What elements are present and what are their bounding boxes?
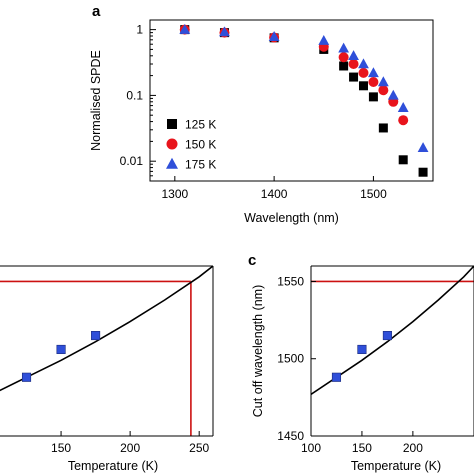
- y-tick-label: 0.1: [126, 88, 143, 102]
- panel-b-temperature-chart: 150 200 250 Temperature (K): [0, 265, 214, 473]
- legend-label: 175 K: [185, 158, 216, 172]
- y-tick-label: 0.01: [120, 154, 144, 168]
- data-point: [358, 67, 369, 78]
- data-point: [21, 372, 32, 382]
- legend-marker: [166, 157, 178, 169]
- data-point: [348, 59, 359, 70]
- data-point: [378, 123, 388, 133]
- data-point: [348, 50, 359, 61]
- data-point: [397, 102, 409, 112]
- fit-curve: [0, 266, 213, 392]
- data-point: [368, 92, 378, 102]
- x-tick-label: 150: [352, 441, 372, 455]
- data-point: [368, 67, 379, 78]
- panel-label-c: c: [248, 252, 256, 269]
- legend-label: 150 K: [185, 138, 216, 152]
- data-point: [382, 330, 392, 341]
- x-tick-label: 200: [120, 441, 140, 455]
- x-axis-label: Temperature (K): [351, 459, 441, 473]
- y-axis-label: Normalised SPDE: [89, 50, 103, 151]
- data-point: [357, 344, 367, 355]
- plot-frame: [149, 19, 434, 182]
- data-point: [91, 330, 101, 341]
- data-point: [338, 52, 349, 63]
- data-point: [338, 42, 350, 53]
- data-point: [387, 89, 399, 100]
- x-axis-label: Temperature (K): [68, 459, 158, 473]
- data-point: [378, 85, 389, 96]
- x-axis-label: Wavelength (nm): [244, 211, 339, 225]
- data-point: [268, 31, 280, 41]
- data-point: [398, 155, 408, 165]
- x-tick-label: 100: [301, 441, 321, 455]
- data-point: [219, 26, 230, 37]
- data-point: [349, 72, 359, 82]
- x-tick-label: 250: [189, 441, 209, 455]
- data-point: [417, 142, 429, 153]
- data-point: [368, 76, 379, 87]
- y-axis-label: Cut off wavelength (nm): [251, 285, 265, 417]
- panel-c-cutoff-chart: 100 150 200 1450 1500 1550 Temperature (K) Cut …: [251, 265, 474, 473]
- data-point: [339, 61, 349, 71]
- data-point: [318, 34, 330, 45]
- y-tick-label: 1550: [277, 274, 304, 288]
- data-point: [179, 23, 191, 34]
- legend-label: 125 K: [185, 118, 216, 132]
- legend-marker: [167, 119, 177, 129]
- data-point: [358, 81, 368, 91]
- data-point: [418, 167, 428, 177]
- x-tick-label: 1400: [261, 187, 288, 201]
- data-point: [398, 115, 409, 126]
- panel-a-spde-chart: 1300 1400 1500 1 0.1 0.01 Wavelength (nm) Norma…: [89, 19, 434, 225]
- data-point: [56, 344, 66, 355]
- y-tick-label: 1: [136, 23, 143, 37]
- y-tick-label: 1500: [277, 352, 304, 366]
- x-tick-label: 200: [403, 441, 423, 455]
- legend-marker: [166, 138, 178, 150]
- x-tick-label: 1300: [161, 187, 188, 201]
- data-point: [377, 76, 389, 87]
- data-point: [358, 58, 369, 69]
- x-tick-label: 150: [51, 441, 71, 455]
- data-point: [331, 372, 342, 382]
- x-tick-label: 1500: [360, 187, 387, 201]
- y-tick-label: 1450: [277, 429, 304, 443]
- panel-label-a: a: [92, 3, 101, 20]
